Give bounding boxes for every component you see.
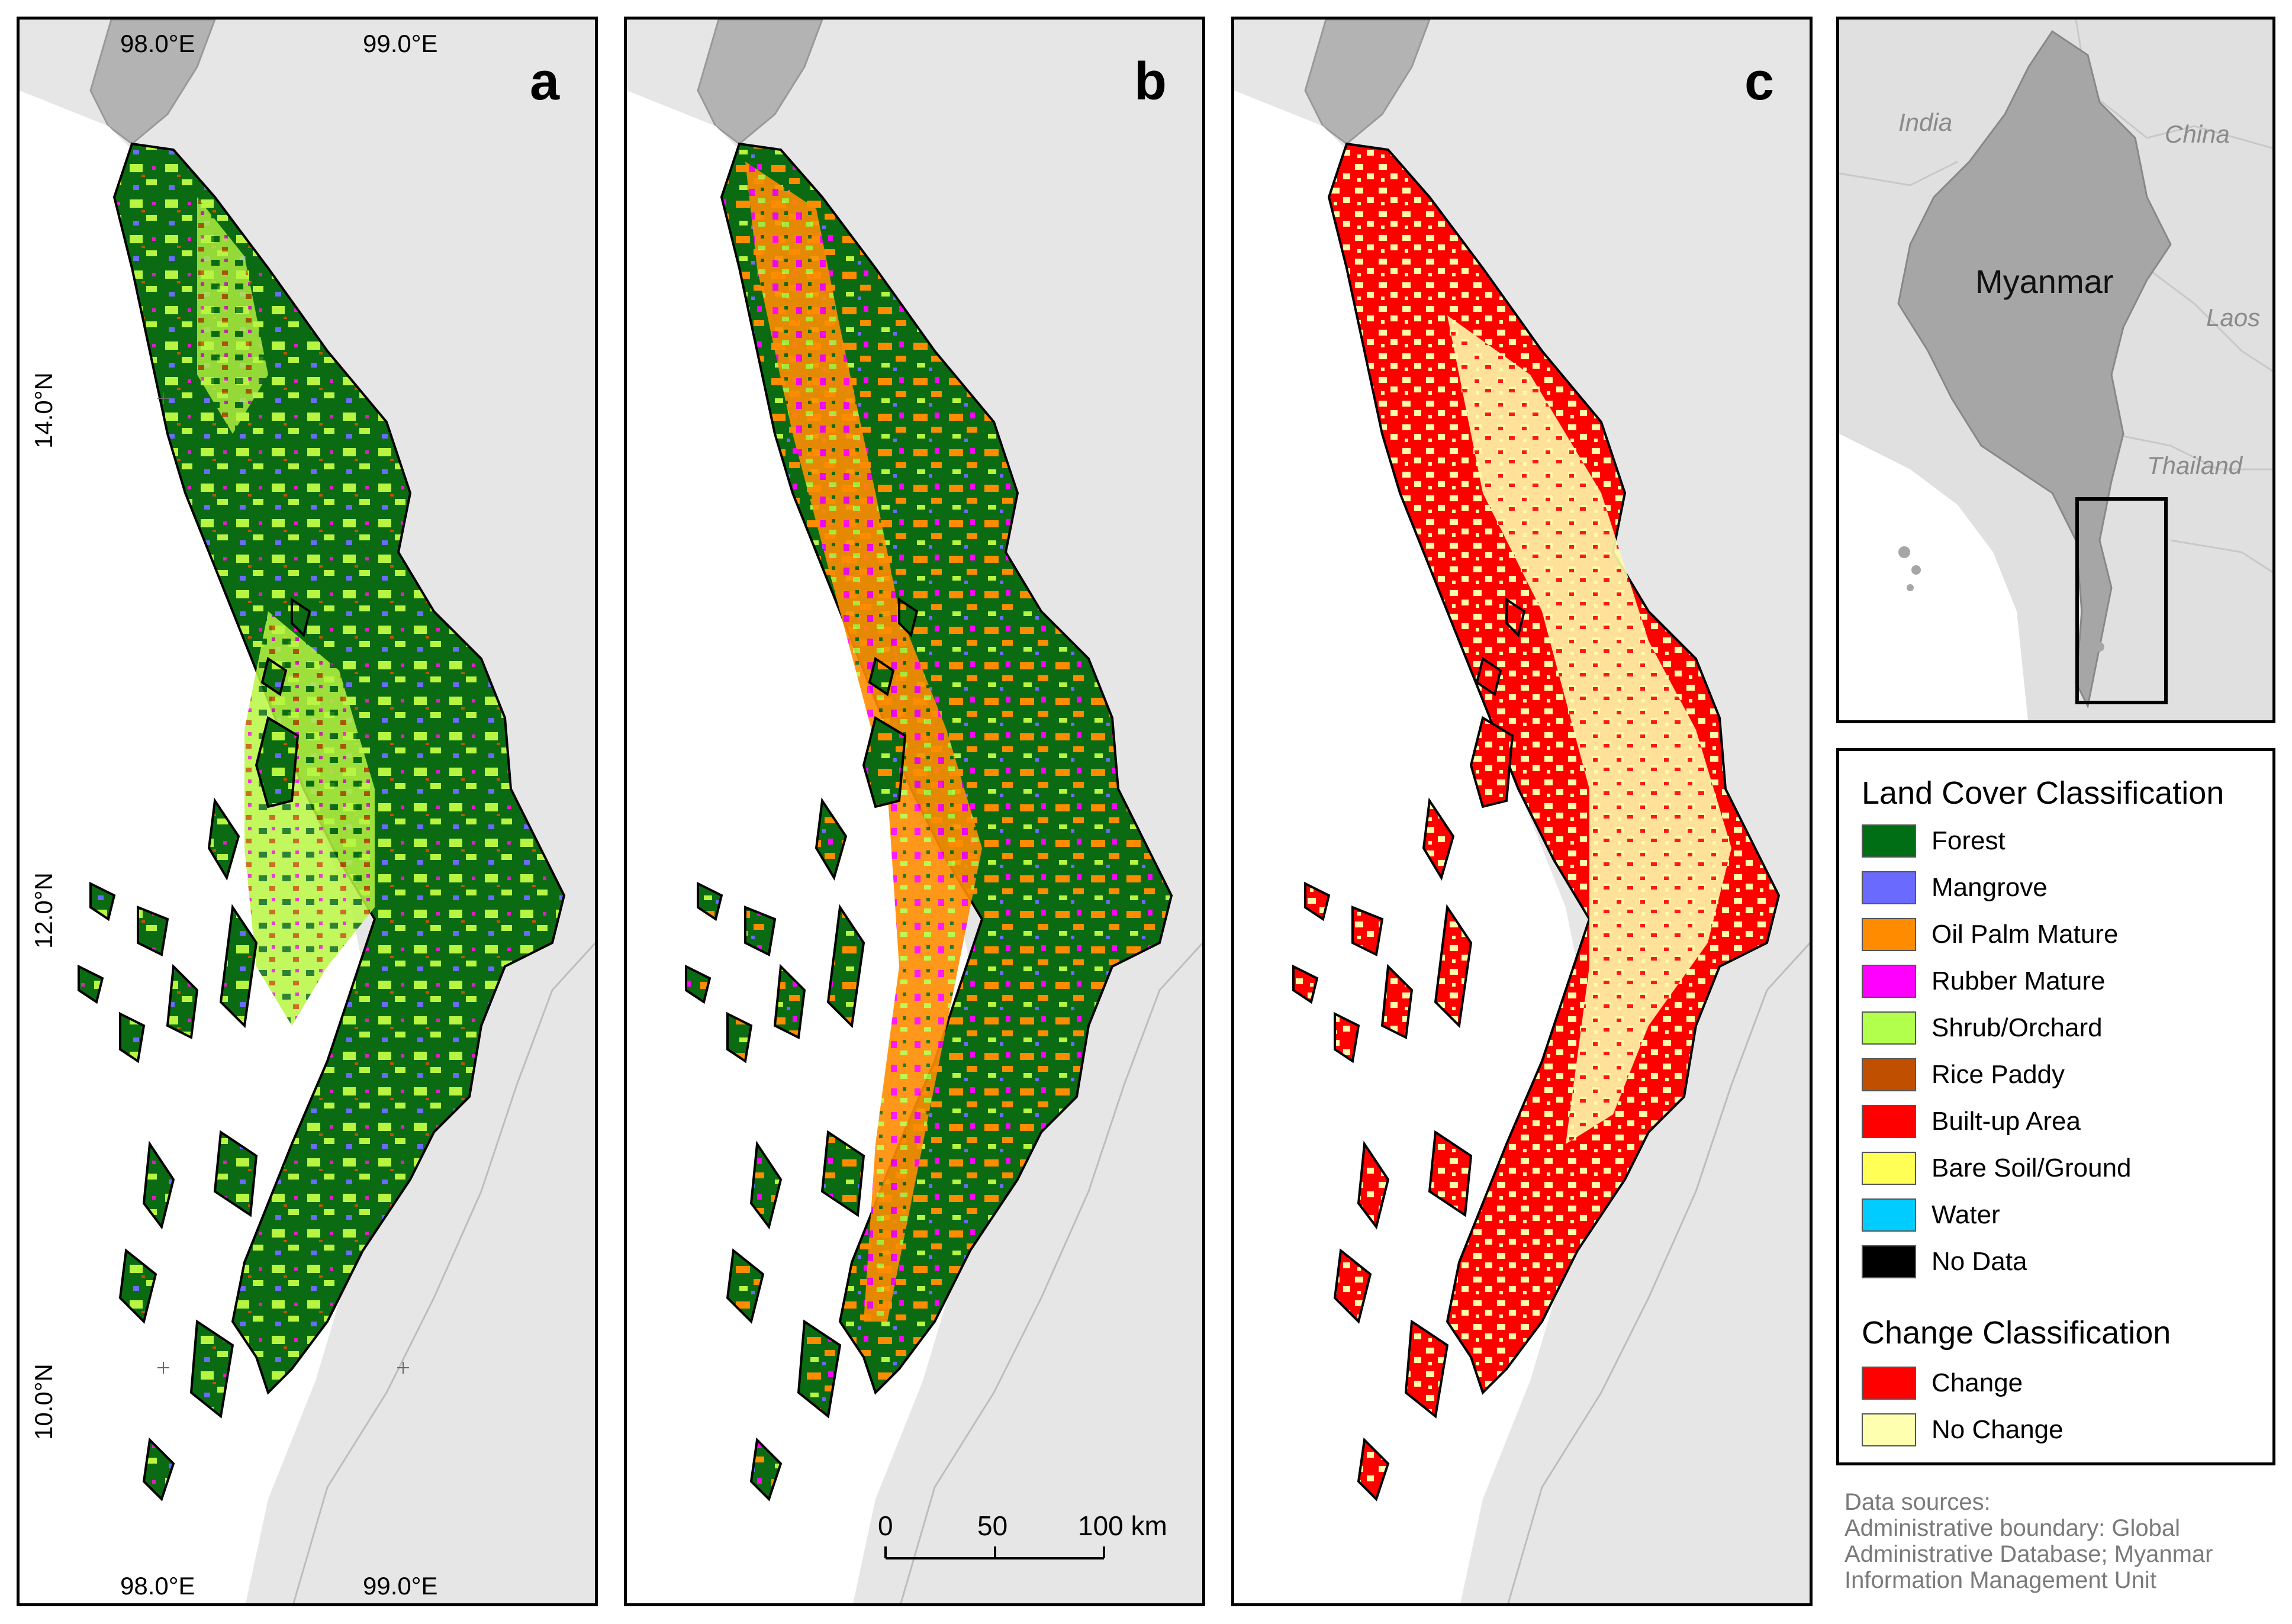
legend-item: Rice Paddy — [1862, 1057, 2065, 1093]
legend-swatch — [1862, 1413, 1916, 1446]
map-panel-b: b 0 50 100 km — [624, 17, 1205, 1606]
panel-letter-b: b — [1134, 52, 1167, 111]
scale-bar — [884, 1546, 1105, 1559]
legend-title-change: Change Classification — [1862, 1315, 2171, 1351]
country-label-india: India — [1898, 108, 1953, 136]
legend-item: Built-up Area — [1862, 1104, 2081, 1139]
legend-title-land-cover: Land Cover Classification — [1862, 775, 2225, 811]
map-c-canvas — [1234, 20, 1810, 1603]
inset-canvas — [1839, 20, 2272, 720]
legend-label: No Change — [1932, 1415, 2064, 1444]
legend-label: Rice Paddy — [1932, 1060, 2065, 1089]
study-area-box — [2075, 497, 2168, 704]
legend-swatch — [1862, 871, 1916, 904]
legend-label: Change — [1932, 1368, 2023, 1397]
legend-item: Change — [1862, 1365, 2023, 1401]
lat-label-left-14: 14.0°N — [30, 372, 57, 449]
lon-label-top-99: 99.0°E — [363, 30, 438, 57]
country-label-thailand: Thailand — [2147, 452, 2243, 479]
legend-label: Rubber Mature — [1932, 966, 2106, 995]
legend-label: Shrub/Orchard — [1932, 1013, 2103, 1042]
legend-label: No Data — [1932, 1247, 2027, 1276]
lat-label-left-12: 12.0°N — [30, 872, 57, 949]
legend-swatch — [1862, 1152, 1916, 1185]
legend-item: No Change — [1862, 1412, 2064, 1448]
legend: Land Cover Classification Forest Mangrove… — [1836, 748, 2275, 1465]
legend-item: No Data — [1862, 1244, 2027, 1280]
legend-label: Built-up Area — [1932, 1107, 2081, 1136]
legend-swatch — [1862, 1245, 1916, 1278]
legend-item: Shrub/Orchard — [1862, 1010, 2103, 1046]
scale-label-50: 50 — [977, 1510, 1008, 1541]
legend-item: Forest — [1862, 823, 2006, 859]
map-panel-c: c 14.0°N 12.0°N 10.0°N — [1231, 17, 1813, 1606]
legend-swatch — [1862, 918, 1916, 951]
legend-item: Mangrove — [1862, 870, 2048, 906]
lon-label-bottom-98: 98.0°E — [120, 1572, 195, 1600]
legend-label: Oil Palm Mature — [1932, 920, 2119, 949]
scale-label-0: 0 — [878, 1510, 893, 1541]
inset-locator-map: India China Laos Thailand Myanmar — [1836, 17, 2275, 723]
legend-item: Bare Soil/Ground — [1862, 1151, 2132, 1186]
legend-swatch — [1862, 1011, 1916, 1045]
legend-item: Water — [1862, 1197, 2000, 1233]
scale-label-100: 100 km — [1078, 1510, 1167, 1541]
legend-label: Mangrove — [1932, 873, 2048, 902]
country-label-china: China — [2165, 120, 2230, 148]
lon-label-bottom-99: 99.0°E — [363, 1572, 438, 1600]
legend-swatch — [1862, 1198, 1916, 1232]
country-label-myanmar: Myanmar — [1975, 263, 2114, 300]
legend-swatch — [1862, 1105, 1916, 1138]
legend-label: Forest — [1932, 826, 2006, 855]
legend-label: Water — [1932, 1200, 2000, 1229]
lat-label-left-10: 10.0°N — [30, 1364, 57, 1440]
legend-label: Bare Soil/Ground — [1932, 1153, 2132, 1182]
legend-swatch — [1862, 965, 1916, 998]
lon-label-top-98: 98.0°E — [120, 30, 195, 57]
legend-swatch — [1862, 1367, 1916, 1400]
map-b-canvas — [627, 20, 1202, 1603]
panel-letter-a: a — [529, 52, 559, 111]
map-panel-a: a 98.0°E 99.0°E 98.0°E 99.0°E 14.0°N 12.… — [17, 17, 598, 1606]
legend-swatch — [1862, 1058, 1916, 1091]
panel-letter-c: c — [1744, 52, 1774, 111]
data-sources-note: Data sources: Administrative boundary: G… — [1844, 1489, 2213, 1593]
map-a-canvas — [20, 20, 595, 1603]
legend-item: Rubber Mature — [1862, 964, 2105, 999]
legend-swatch — [1862, 824, 1916, 858]
legend-item: Oil Palm Mature — [1862, 917, 2118, 952]
country-label-laos: Laos — [2206, 304, 2261, 331]
